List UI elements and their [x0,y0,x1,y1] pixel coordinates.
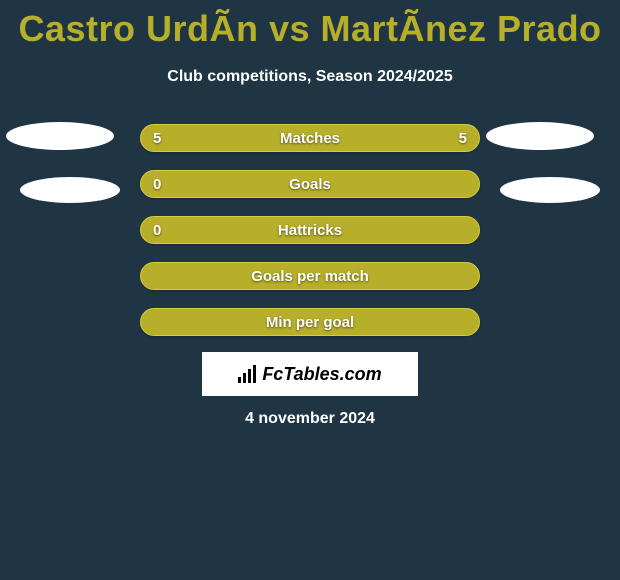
stat-pill: 0 Hattricks [140,216,480,244]
player-photo-placeholder [486,122,594,150]
stat-row: Min per goal [0,308,620,354]
fctables-logo: FcTables.com [238,364,381,385]
stat-pill: 5 Matches 5 [140,124,480,152]
stat-row: Goals per match [0,262,620,308]
player-photo-placeholder [20,177,120,203]
stat-label: Hattricks [141,217,479,245]
logo-text: FcTables.com [262,364,381,385]
canvas: Castro UrdÃ­n vs MartÃ­nez Prado Club co… [0,0,620,580]
stat-label: Goals per match [141,263,479,291]
stat-label: Min per goal [141,309,479,337]
stat-label: Matches [141,125,479,153]
stat-label: Goals [141,171,479,199]
stat-pill: 0 Goals [140,170,480,198]
stat-pill: Min per goal [140,308,480,336]
player-photo-placeholder [6,122,114,150]
stats-rows: 5 Matches 5 0 Goals 0 Hattricks Goals pe… [0,124,620,354]
bars-icon [238,365,256,383]
subtitle: Club competitions, Season 2024/2025 [0,68,620,86]
logo-box: FcTables.com [202,352,418,396]
stat-row: 0 Hattricks [0,216,620,262]
player-photo-placeholder [500,177,600,203]
stat-pill: Goals per match [140,262,480,290]
date-label: 4 november 2024 [0,410,620,428]
stat-right-value: 5 [459,125,467,153]
page-title: Castro UrdÃ­n vs MartÃ­nez Prado [0,0,620,50]
